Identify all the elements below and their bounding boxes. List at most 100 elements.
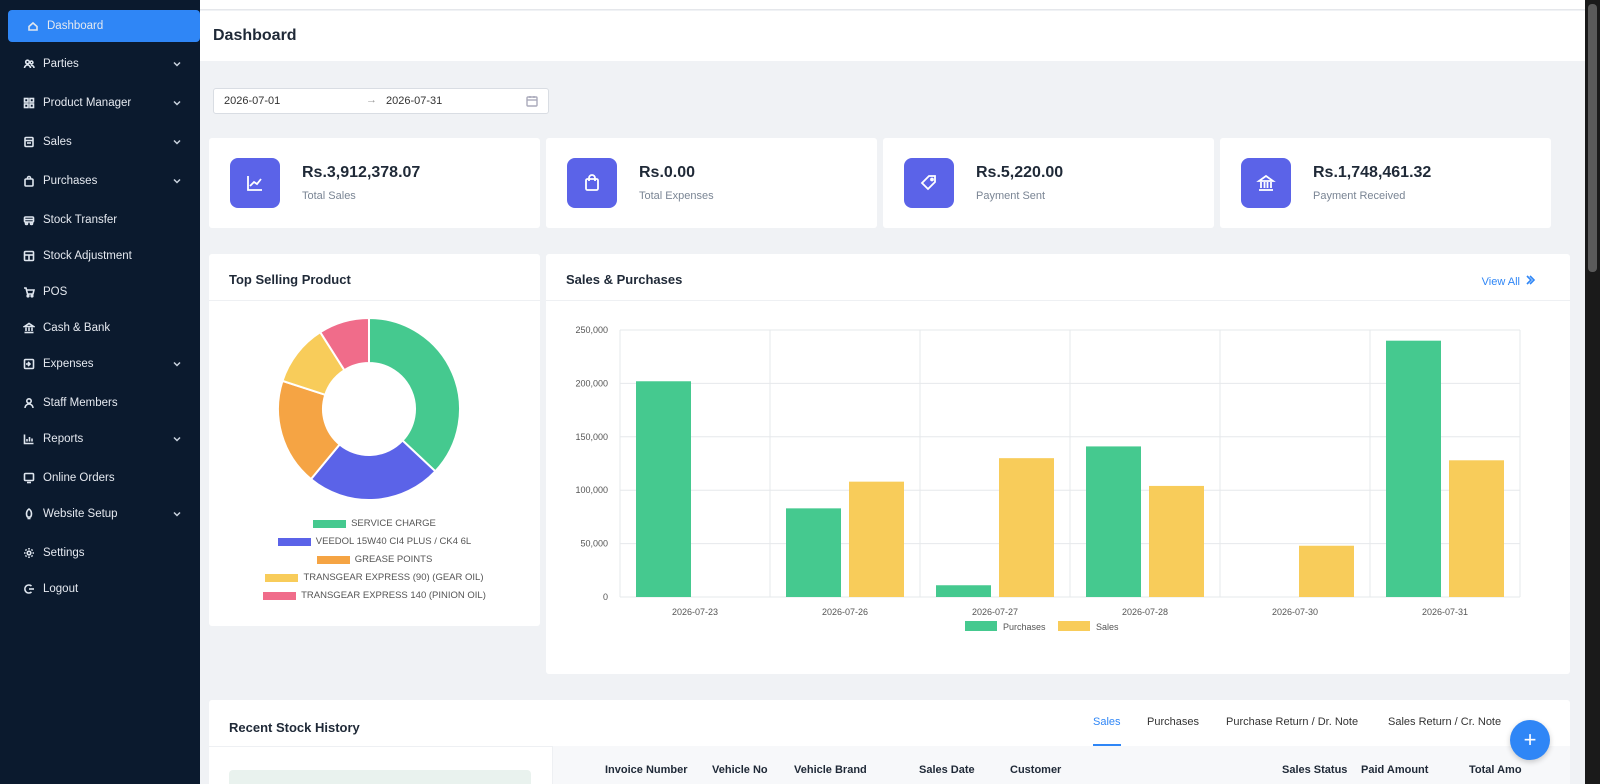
cart-icon — [22, 286, 35, 299]
bank-icon — [22, 322, 35, 335]
bar-chart-icon — [22, 433, 35, 446]
sidebar-item-reports[interactable]: Reports — [0, 421, 200, 457]
bar-purchases[interactable] — [636, 381, 691, 597]
sidebar-item-pos[interactable]: POS — [0, 274, 200, 310]
tab-sales-return[interactable]: Sales Return / Cr. Note — [1388, 716, 1502, 728]
sidebar-item-label: Logout — [43, 583, 79, 595]
stat-label: Payment Sent — [976, 190, 1046, 202]
date-range-picker[interactable]: 2026-07-01 → 2026-07-31 — [213, 88, 549, 114]
calculator-icon — [22, 250, 35, 263]
sidebar-item-label: Online Orders — [43, 472, 115, 484]
view-all-link[interactable]: View All — [1482, 274, 1536, 289]
column-header[interactable]: Invoice Number — [605, 764, 688, 776]
x-tick-label: 2026-07-23 — [672, 607, 718, 617]
column-header[interactable]: Sales Date — [919, 764, 975, 776]
sidebar-item-label: Stock Adjustment — [43, 250, 132, 262]
chevron-down-icon[interactable] — [172, 98, 182, 108]
tab-sales[interactable]: Sales — [1093, 716, 1121, 746]
legend-item[interactable]: SERVICE CHARGE — [209, 518, 540, 529]
stat-label: Payment Received — [1313, 190, 1406, 202]
legend-item[interactable]: TRANSGEAR EXPRESS 140 (PINION OIL) — [209, 590, 540, 601]
chevron-down-icon[interactable] — [172, 509, 182, 519]
sidebar-item-cash-bank[interactable]: Cash & Bank — [0, 310, 200, 346]
tab-purchase-return[interactable]: Purchase Return / Dr. Note — [1226, 716, 1359, 728]
chevron-down-icon[interactable] — [172, 59, 182, 69]
chevron-down-icon[interactable] — [172, 434, 182, 444]
double-chevron-right-icon[interactable] — [1520, 274, 1536, 289]
sidebar-item-label: Purchases — [43, 175, 98, 187]
stat-card-payment-sent: Rs.5,220.00 Payment Sent — [883, 138, 1214, 228]
receipt-icon — [22, 136, 35, 149]
donut-slice[interactable] — [318, 316, 370, 372]
chevron-down-icon[interactable] — [172, 137, 182, 147]
card-title: Recent Stock History — [229, 720, 360, 735]
stat-value: Rs.3,912,378.07 — [302, 164, 421, 181]
bar-sales[interactable] — [849, 481, 904, 597]
stat-card-total-expenses: Rs.0.00 Total Expenses — [546, 138, 877, 228]
legend-label[interactable]: Sales — [1096, 622, 1119, 632]
bar-sales[interactable] — [1299, 545, 1354, 597]
legend-label: GREASE POINTS — [354, 554, 433, 565]
divider — [552, 746, 553, 784]
bank-icon — [1241, 158, 1291, 208]
chevron-down-icon[interactable] — [172, 359, 182, 369]
sidebar-item-logout[interactable]: Logout — [0, 571, 200, 607]
scrollbar-thumb[interactable] — [1588, 4, 1597, 272]
legend-label[interactable]: Purchases — [1003, 622, 1046, 632]
sidebar-item-product-manager[interactable]: Product Manager — [0, 85, 200, 121]
sidebar-item-label: Website Setup — [43, 508, 118, 520]
donut-slice[interactable] — [368, 316, 461, 473]
card-title: Top Selling Product — [229, 272, 351, 287]
sidebar-item-sales[interactable]: Sales — [0, 124, 200, 160]
column-header[interactable]: Vehicle No — [712, 764, 768, 776]
tab-purchases[interactable]: Purchases — [1147, 716, 1199, 728]
legend-swatch — [277, 537, 311, 546]
sidebar-item-label: Cash & Bank — [43, 322, 111, 334]
sidebar-item-purchases[interactable]: Purchases — [0, 163, 200, 199]
top-bar — [200, 0, 1585, 10]
legend-swatch — [265, 573, 299, 582]
y-tick-label: 50,000 — [580, 539, 608, 549]
legend-item[interactable]: GREASE POINTS — [209, 554, 540, 565]
column-header[interactable]: Vehicle Brand — [794, 764, 867, 776]
chevron-down-icon[interactable] — [172, 176, 182, 186]
sidebar-item-label: Reports — [43, 433, 84, 445]
column-header[interactable]: Customer — [1010, 764, 1062, 776]
column-header[interactable]: Paid Amount — [1361, 764, 1429, 776]
sidebar-item-online-orders[interactable]: Online Orders — [0, 460, 200, 496]
x-tick-label: 2026-07-31 — [1422, 607, 1468, 617]
bar-purchases[interactable] — [786, 508, 841, 597]
sidebar-item-staff-members[interactable]: Staff Members — [0, 385, 200, 421]
legend-item[interactable]: VEEDOL 15W40 CI4 PLUS / CK4 6L — [209, 536, 540, 547]
sidebar-item-website-setup[interactable]: Website Setup — [0, 496, 200, 532]
y-tick-label: 100,000 — [575, 485, 608, 495]
sidebar: Dashboard Parties Product Manager Sales Purc… — [0, 0, 200, 784]
sidebar-item-settings[interactable]: Settings — [0, 535, 200, 571]
column-header[interactable]: Sales Status — [1282, 764, 1348, 776]
bar-purchases[interactable] — [1086, 446, 1141, 597]
stat-label: Total Expenses — [639, 190, 714, 202]
bar-purchases[interactable] — [936, 585, 991, 597]
sidebar-item-dashboard[interactable]: Dashboard — [8, 10, 200, 42]
bar-sales[interactable] — [1449, 460, 1504, 597]
date-start-input[interactable]: 2026-07-01 — [224, 95, 281, 107]
view-all-label[interactable]: View All — [1481, 275, 1520, 288]
sidebar-item-parties[interactable]: Parties — [0, 46, 200, 82]
bar-sales[interactable] — [999, 458, 1054, 597]
legend-item[interactable]: TRANSGEAR EXPRESS (90) (GEAR OIL) — [209, 572, 540, 583]
legend-swatch — [1058, 621, 1090, 631]
bar-purchases[interactable] — [1386, 340, 1441, 597]
stat-label: Total Sales — [302, 190, 356, 202]
legend-label: SERVICE CHARGE — [351, 518, 436, 529]
bar-sales[interactable] — [1149, 485, 1204, 597]
calendar-icon[interactable] — [526, 95, 538, 110]
add-button[interactable]: + — [1510, 720, 1550, 760]
column-header[interactable]: Total Amo — [1469, 764, 1522, 776]
sidebar-item-stock-transfer[interactable]: Stock Transfer — [0, 202, 200, 238]
sidebar-item-stock-adjustment[interactable]: Stock Adjustment — [0, 238, 200, 274]
sidebar-item-expenses[interactable]: Expenses — [0, 346, 200, 382]
legend-label: TRANSGEAR EXPRESS (90) (GEAR OIL) — [303, 572, 484, 583]
donut-slice[interactable] — [309, 439, 437, 501]
page-scrollbar[interactable] — [1585, 0, 1600, 784]
date-end-input[interactable]: 2026-07-31 — [386, 95, 443, 107]
